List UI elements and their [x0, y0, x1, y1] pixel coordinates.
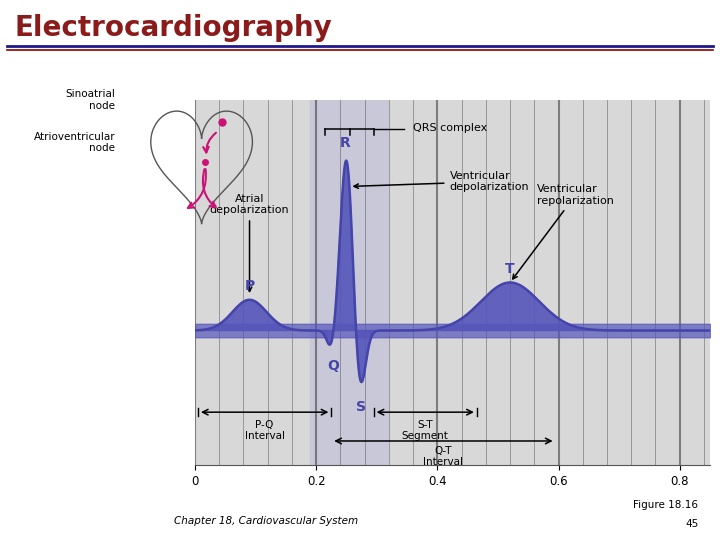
Text: Electrocardiography: Electrocardiography — [14, 14, 332, 42]
Text: Q-T
Interval: Q-T Interval — [423, 446, 464, 468]
Text: Atrioventricular
node: Atrioventricular node — [34, 132, 115, 153]
Text: QRS complex: QRS complex — [413, 123, 487, 133]
Bar — [310, 100, 389, 465]
Text: Atrial
depolarization: Atrial depolarization — [210, 194, 289, 292]
Text: Chapter 18, Cardiovascular System: Chapter 18, Cardiovascular System — [174, 516, 359, 526]
Text: P-Q
Interval: P-Q Interval — [245, 420, 284, 442]
Text: S-T
Segment: S-T Segment — [402, 420, 449, 442]
Bar — [389, 100, 710, 465]
Text: Sinoatrial
node: Sinoatrial node — [66, 89, 115, 111]
Text: 45: 45 — [685, 519, 698, 529]
Text: Ventricular
repolarization: Ventricular repolarization — [513, 184, 614, 279]
Text: Figure 18.16: Figure 18.16 — [634, 500, 698, 510]
Text: R: R — [340, 136, 351, 150]
Bar — [195, 100, 310, 465]
Text: P: P — [244, 279, 255, 293]
Text: Ventricular
depolarization: Ventricular depolarization — [354, 171, 529, 192]
Text: Q: Q — [327, 359, 339, 373]
Text: T: T — [505, 262, 515, 276]
Text: S: S — [356, 400, 366, 414]
